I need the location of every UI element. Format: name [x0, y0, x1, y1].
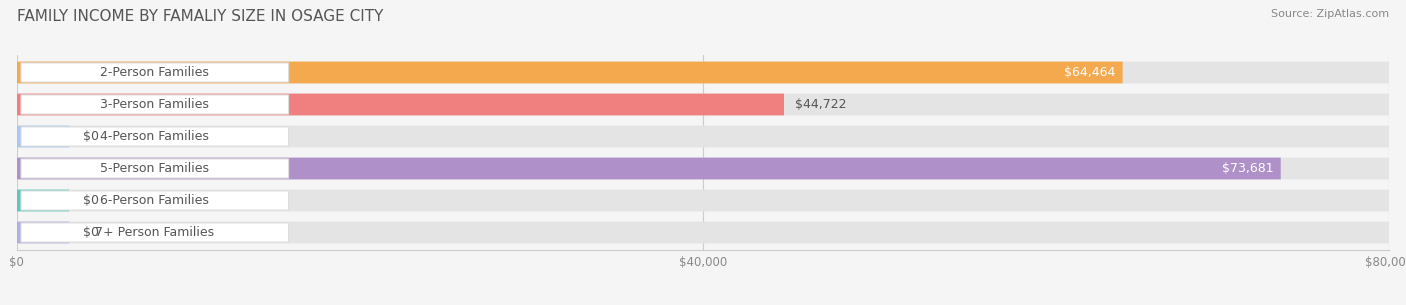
FancyBboxPatch shape — [17, 222, 1389, 243]
FancyBboxPatch shape — [17, 126, 69, 147]
Text: $0: $0 — [83, 194, 98, 207]
FancyBboxPatch shape — [17, 190, 1389, 211]
Text: $73,681: $73,681 — [1222, 162, 1274, 175]
Text: 3-Person Families: 3-Person Families — [100, 98, 209, 111]
Text: 7+ Person Families: 7+ Person Families — [96, 226, 214, 239]
Text: $0: $0 — [83, 226, 98, 239]
FancyBboxPatch shape — [17, 158, 1281, 179]
FancyBboxPatch shape — [17, 62, 1122, 83]
FancyBboxPatch shape — [17, 94, 1389, 115]
Text: $44,722: $44,722 — [794, 98, 846, 111]
FancyBboxPatch shape — [21, 95, 288, 114]
FancyBboxPatch shape — [17, 126, 1389, 147]
FancyBboxPatch shape — [21, 191, 288, 210]
Text: 4-Person Families: 4-Person Families — [100, 130, 209, 143]
Text: $64,464: $64,464 — [1064, 66, 1116, 79]
Text: 2-Person Families: 2-Person Families — [100, 66, 209, 79]
FancyBboxPatch shape — [21, 159, 288, 178]
FancyBboxPatch shape — [21, 63, 288, 82]
Text: 5-Person Families: 5-Person Families — [100, 162, 209, 175]
FancyBboxPatch shape — [17, 94, 785, 115]
FancyBboxPatch shape — [21, 127, 288, 146]
FancyBboxPatch shape — [21, 223, 288, 242]
Text: 6-Person Families: 6-Person Families — [100, 194, 209, 207]
FancyBboxPatch shape — [17, 222, 69, 243]
Text: Source: ZipAtlas.com: Source: ZipAtlas.com — [1271, 9, 1389, 19]
Text: FAMILY INCOME BY FAMALIY SIZE IN OSAGE CITY: FAMILY INCOME BY FAMALIY SIZE IN OSAGE C… — [17, 9, 384, 24]
FancyBboxPatch shape — [17, 190, 69, 211]
Text: $0: $0 — [83, 130, 98, 143]
FancyBboxPatch shape — [17, 62, 1389, 83]
FancyBboxPatch shape — [17, 158, 1389, 179]
